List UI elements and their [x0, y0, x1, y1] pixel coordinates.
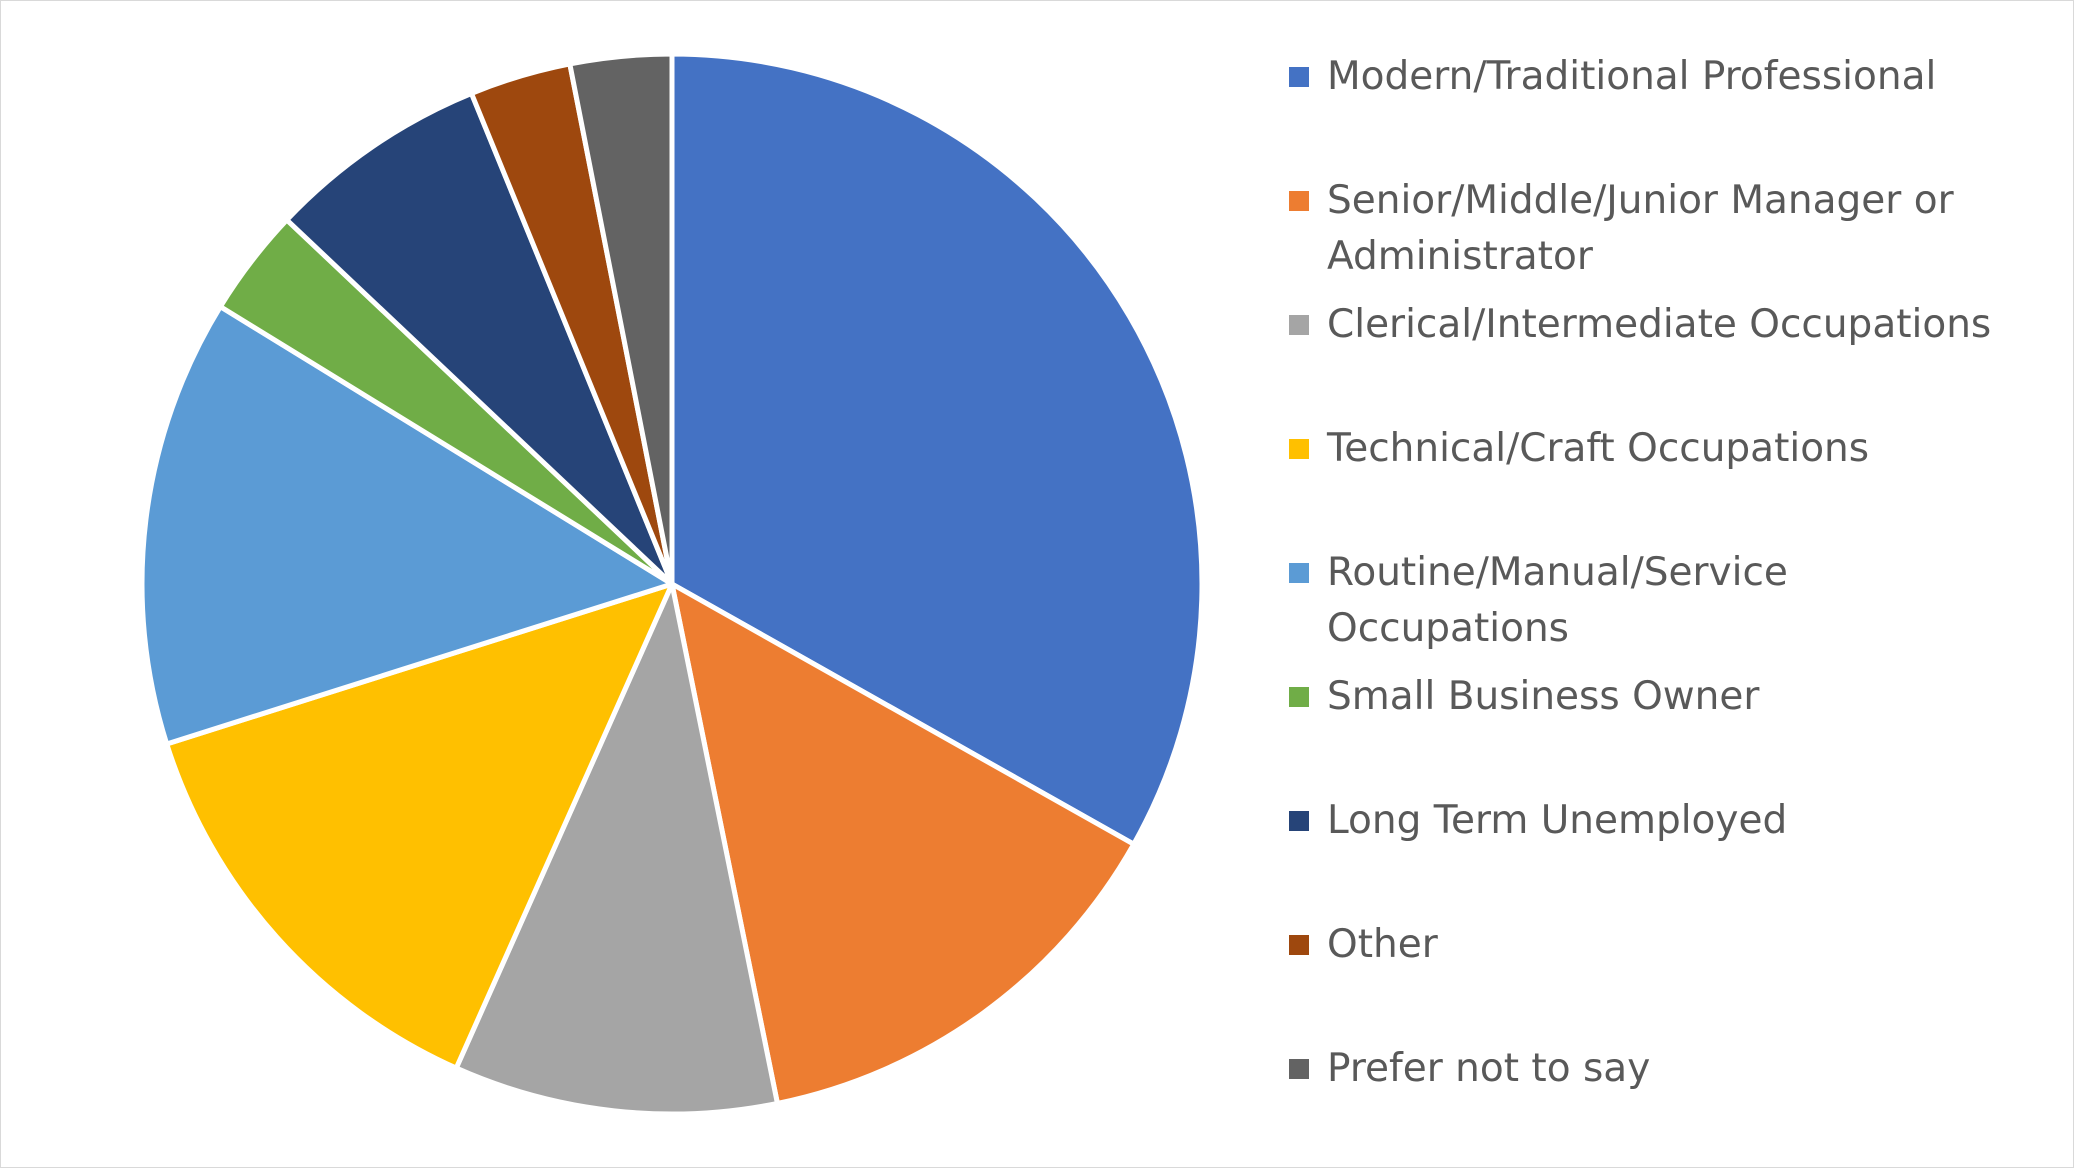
legend-item-0: Modern/Traditional Professional [1289, 49, 2049, 105]
legend-label-3: Technical/Craft Occupations [1327, 426, 1870, 471]
legend-item-4: Routine/Manual/Service Occupations [1289, 545, 2049, 657]
legend-swatch-3 [1289, 439, 1309, 459]
legend-swatch-8 [1289, 1059, 1309, 1079]
legend-swatch-2 [1289, 315, 1309, 335]
legend-swatch-7 [1289, 935, 1309, 955]
legend-label-7: Other [1327, 922, 1438, 967]
legend-label-6: Long Term Unemployed [1327, 798, 1788, 843]
legend-item-1: Senior/Middle/Junior Manager or Administ… [1289, 173, 2049, 285]
legend-swatch-1 [1289, 191, 1309, 211]
legend-item-2: Clerical/Intermediate Occupations [1289, 297, 2049, 353]
legend-item-7: Other [1289, 917, 2049, 973]
legend-swatch-6 [1289, 811, 1309, 831]
legend-item-6: Long Term Unemployed [1289, 793, 2049, 849]
pie-slice-4 [139, 304, 675, 747]
legend-label-4: Routine/Manual/Service Occupations [1327, 550, 1788, 651]
legend-label-5: Small Business Owner [1327, 674, 1760, 719]
legend-swatch-4 [1289, 563, 1309, 583]
pie-slice-8 [567, 51, 675, 587]
legend-swatch-0 [1289, 67, 1309, 87]
pie-slice-6 [284, 90, 675, 587]
pie-slice-0 [669, 51, 1205, 847]
pie-slice-2 [453, 581, 780, 1117]
legend-item-8: Prefer not to say [1289, 1041, 2049, 1097]
legend-label-1: Senior/Middle/Junior Manager or Administ… [1327, 178, 1954, 279]
pie-chart [139, 51, 1205, 1117]
legend-label-0: Modern/Traditional Professional [1327, 54, 1937, 99]
legend-swatch-5 [1289, 687, 1309, 707]
legend-label-8: Prefer not to say [1327, 1046, 1651, 1091]
pie-slice-1 [669, 581, 1137, 1106]
legend-item-5: Small Business Owner [1289, 669, 2049, 725]
legend-item-3: Technical/Craft Occupations [1289, 421, 2049, 477]
legend-label-2: Clerical/Intermediate Occupations [1327, 302, 1992, 347]
